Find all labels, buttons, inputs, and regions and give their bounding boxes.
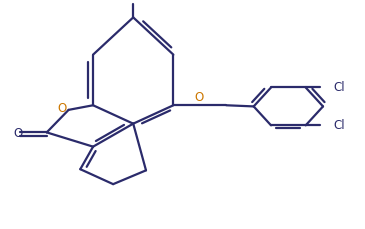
Text: O: O	[14, 126, 23, 139]
Text: Cl: Cl	[333, 81, 345, 94]
Text: Cl: Cl	[333, 119, 345, 132]
Text: O: O	[57, 101, 67, 114]
Text: O: O	[194, 90, 204, 103]
